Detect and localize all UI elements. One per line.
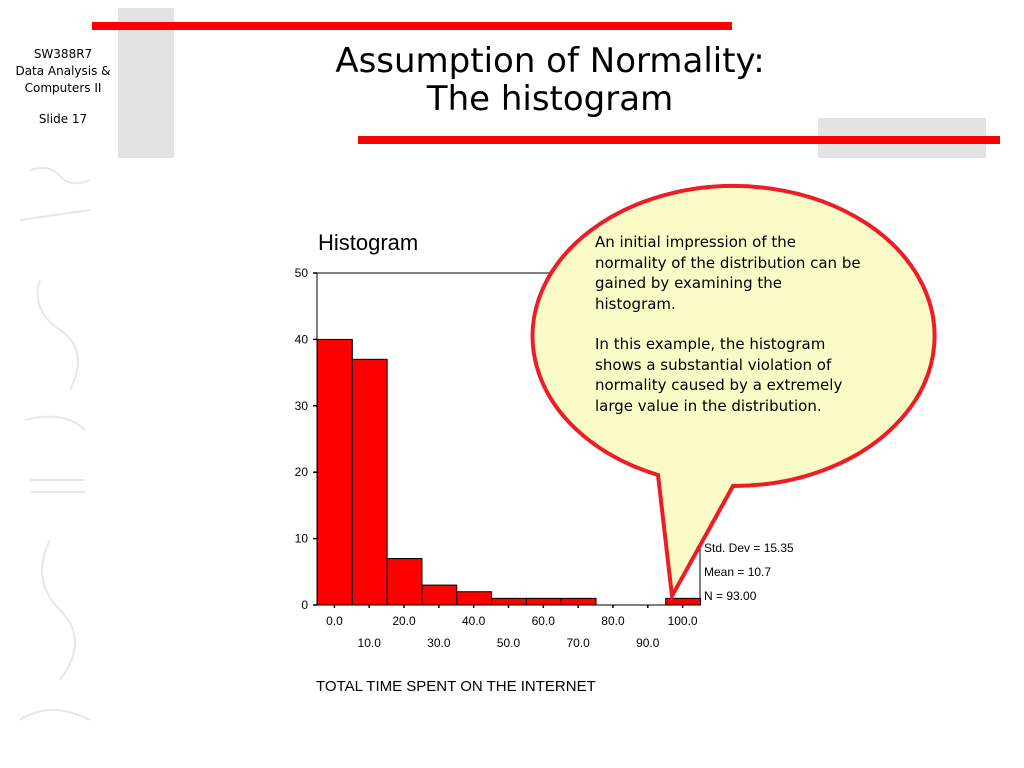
histogram-bar <box>525 597 562 606</box>
x-tick-label: 90.0 <box>636 636 660 650</box>
stat-mean: Mean = 10.7 <box>704 565 771 579</box>
decorative-red-bar-top <box>92 22 732 30</box>
histogram-bar <box>351 358 388 606</box>
y-tick-label: 50 <box>295 266 309 280</box>
x-tick-label: 100.0 <box>668 614 698 628</box>
callout-text: An initial impression of the normality o… <box>595 232 863 436</box>
histogram-bar <box>386 558 423 606</box>
decorative-gray-block-left <box>118 8 174 158</box>
x-tick-label: 80.0 <box>601 614 625 628</box>
histogram-bar <box>456 591 493 606</box>
histogram-bar <box>421 584 458 606</box>
x-tick-label: 0.0 <box>326 614 343 628</box>
x-tick-label: 30.0 <box>427 636 451 650</box>
histogram-bar <box>317 338 353 606</box>
slide-title: Assumption of Normality: The histogram <box>300 42 800 118</box>
y-axis-ticks: 0 10 20 30 40 50 <box>295 266 317 612</box>
y-tick-label: 20 <box>295 465 309 479</box>
histogram-bar <box>491 597 527 606</box>
course-info: SW388R7 Data Analysis & Computers II Sli… <box>8 46 118 128</box>
y-tick-label: 10 <box>295 532 309 546</box>
x-tick-label: 10.0 <box>358 636 382 650</box>
histogram-bar <box>560 597 597 606</box>
stat-std-dev: Std. Dev = 15.35 <box>704 541 794 555</box>
slide-title-line1: Assumption of Normality: <box>335 41 765 81</box>
chart-title: Histogram <box>318 230 419 255</box>
decorative-red-bar-bottom <box>358 136 1000 144</box>
y-tick-label: 40 <box>295 332 309 346</box>
x-tick-label: 60.0 <box>532 614 556 628</box>
x-tick-label: 40.0 <box>462 614 486 628</box>
x-tick-label: 20.0 <box>392 614 416 628</box>
y-tick-label: 30 <box>295 399 309 413</box>
x-tick-label: 70.0 <box>566 636 590 650</box>
course-name-line2: Computers II <box>24 81 102 95</box>
x-tick-label: 50.0 <box>497 636 521 650</box>
slide-number: Slide 17 <box>38 112 88 126</box>
histogram-bars <box>317 338 702 606</box>
decorative-formula-strip <box>19 167 91 721</box>
course-code: SW388R7 <box>33 47 93 61</box>
x-axis-label: TOTAL TIME SPENT ON THE INTERNET <box>316 678 596 695</box>
callout-paragraph-2: In this example, the histogram shows a s… <box>595 335 843 415</box>
course-name-line1: Data Analysis & <box>15 64 111 78</box>
y-tick-label: 0 <box>301 598 308 612</box>
callout-bubble <box>530 184 937 603</box>
stat-n: N = 93.00 <box>704 589 757 603</box>
callout-paragraph-1: An initial impression of the normality o… <box>595 233 861 313</box>
x-axis-ticks: 0.0 20.0 40.0 60.0 80.0 100.0 10.0 30.0 50.0 70.0… <box>326 605 698 650</box>
slide-title-line2: The histogram <box>426 79 674 119</box>
